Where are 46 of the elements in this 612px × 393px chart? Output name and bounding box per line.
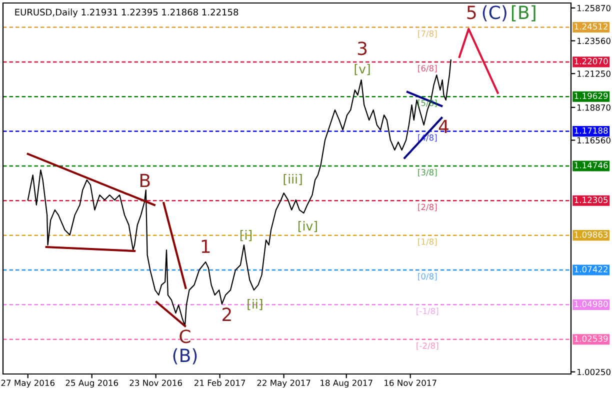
ref-line-label: 1.17188 — [574, 127, 608, 134]
annotation: [1/8] — [418, 238, 437, 246]
annotation: [-1/8] — [416, 308, 438, 316]
annotation: [B] — [512, 5, 536, 22]
line-series — [27, 59, 452, 327]
ref-line-label: 1.14746 — [574, 162, 608, 168]
annotation: 4 — [438, 120, 448, 133]
x-tick-label: 16 Nov 2017 — [384, 380, 436, 386]
annotation: [v] — [354, 64, 370, 76]
ref-line-label: 1.09863 — [574, 231, 608, 238]
x-tick-label: 25 Aug 2016 — [66, 380, 118, 388]
y-tick-label: 1.18870 — [577, 104, 610, 111]
y-tick-label: 1.16560 — [577, 137, 610, 144]
y-tick-label: 1.23560 — [577, 38, 610, 44]
annotation: [2/8] — [418, 204, 437, 212]
annotation: C — [180, 330, 190, 344]
annotation: [3/8] — [418, 168, 437, 176]
annotation: (C) — [482, 5, 506, 22]
text: EURUSD,Daily 1.21931 1.22395 1.21868 1.22158 — [15, 8, 238, 18]
ref-line-label: 1.04980 — [574, 300, 608, 308]
x-tick-label: 23 Nov 2016 — [130, 380, 182, 386]
y-tick-label: 1.00250 — [577, 368, 610, 376]
y-tick-label: 1.21250 — [577, 70, 610, 77]
x-tick-label: 22 May 2017 — [257, 380, 310, 388]
ref-line-label: 1.12305 — [574, 196, 608, 204]
annotation: [iv] — [298, 221, 317, 232]
ref-line-label: 1.22070 — [574, 58, 608, 64]
ref-line-label: 1.07422 — [574, 266, 608, 272]
x-tick-label: 21 Feb 2017 — [194, 380, 246, 386]
x-tick-label: 18 Aug 2017 — [320, 380, 372, 388]
annotation: (B) — [173, 348, 197, 364]
annotation: [0/8] — [418, 273, 437, 280]
annotation: B — [140, 174, 150, 188]
annotation: [6/8] — [418, 64, 437, 72]
annotation: 3 — [358, 42, 367, 56]
annotation: 5 — [467, 6, 476, 20]
annotation: 2 — [222, 308, 231, 321]
y-tick-label: 1.25870 — [577, 4, 610, 12]
annotation: 1 — [202, 240, 210, 253]
annotation: [iii] — [284, 174, 302, 186]
annotation: [7/8] — [418, 30, 437, 38]
ref-line-label: 1.02539 — [574, 335, 608, 342]
x-tick-label: 27 May 2016 — [1, 380, 55, 388]
ref-line-label: 1.24512 — [574, 23, 608, 30]
ref-line-label: 1.19629 — [574, 92, 608, 100]
annotation: [-2/8] — [416, 342, 438, 350]
